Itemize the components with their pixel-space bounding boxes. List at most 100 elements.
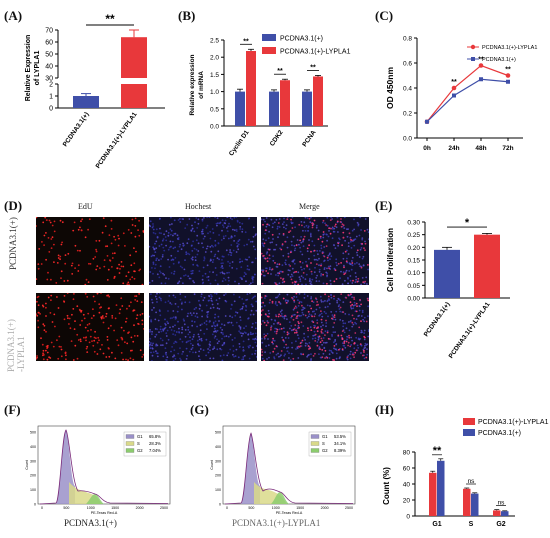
cell-nucleus [242,332,244,335]
cell-nucleus [325,319,327,322]
cell-nucleus [226,217,229,218]
cell-nucleus [308,268,311,271]
cell-nucleus [366,228,369,231]
cell-nucleus [156,355,159,358]
cell-nucleus [197,218,200,221]
cell-nucleus [191,227,194,230]
cell-nucleus [214,267,217,269]
cell-nucleus [230,254,232,256]
cell-nucleus [351,256,354,259]
cell-nucleus [311,337,314,340]
cell-nucleus [184,329,187,331]
x-tick-label: 1000 [272,506,280,510]
cell-nucleus [166,356,169,359]
cell-nucleus [343,217,346,219]
cell-nucleus [60,348,63,351]
bar [471,493,479,516]
significance-marker: * [465,217,470,229]
cell-nucleus [272,238,274,240]
cell-nucleus [90,329,92,331]
cell-nucleus [264,295,267,297]
cell-nucleus [277,295,280,297]
cell-nucleus [356,249,359,252]
cell-nucleus [349,263,352,266]
cell-nucleus [222,354,225,356]
cell-nucleus [201,218,204,221]
cell-nucleus [333,316,336,319]
cell-nucleus [342,257,345,260]
cell-nucleus [79,249,81,252]
cell-nucleus [351,296,353,299]
cell-nucleus [251,277,254,279]
cell-nucleus [122,282,125,285]
cell-nucleus [317,303,319,306]
cell-nucleus [162,355,165,358]
legend-swatch [310,441,320,446]
cell-nucleus [142,353,144,356]
cell-nucleus [313,271,316,274]
cell-nucleus [113,277,116,279]
bar [235,91,245,126]
cell-nucleus [179,347,181,349]
y-tick-label: 40 [403,482,411,489]
cell-nucleus [179,293,182,295]
cell-nucleus [174,340,177,343]
cell-nucleus [60,243,63,246]
cell-nucleus [238,296,241,298]
cell-nucleus [45,306,47,309]
cell-nucleus [350,306,352,309]
cell-nucleus [89,335,92,338]
cell-nucleus [167,300,170,302]
cell-nucleus [247,238,250,241]
cell-nucleus [232,345,235,347]
cell-nucleus [360,266,363,269]
x-tick-label: PCNA [301,129,317,148]
cell-nucleus [287,255,290,258]
cell-nucleus [120,265,123,268]
cell-nucleus [111,317,114,319]
y-tick-label: 0.0 [210,124,219,131]
cell-nucleus [350,240,352,243]
cell-nucleus [303,307,306,310]
cell-nucleus [278,263,281,266]
cell-nucleus [172,355,174,358]
cell-nucleus [289,276,292,278]
cell-nucleus [303,293,306,295]
cell-nucleus [288,357,290,359]
cell-nucleus [50,247,53,249]
cell-nucleus [192,312,195,314]
cell-nucleus [153,254,155,257]
cell-nucleus [154,232,157,235]
legend-swatch [125,441,135,446]
cell-nucleus [363,320,366,323]
cell-nucleus [82,313,85,316]
cell-nucleus [278,226,281,228]
cell-nucleus [333,297,335,300]
cell-nucleus [351,262,354,264]
cell-nucleus [191,250,194,252]
x-tick-label: 500 [63,506,69,510]
cell-nucleus [330,311,333,313]
cell-nucleus [215,293,218,295]
cell-nucleus [334,225,336,227]
cell-nucleus [209,307,212,310]
cell-nucleus [131,276,134,279]
cell-nucleus [211,228,214,230]
cell-nucleus [308,239,310,241]
cell-nucleus [242,358,245,361]
y-axis-label: of mRNA [198,71,205,99]
cell-nucleus [293,299,295,302]
panel-label-e: (E) [375,198,393,213]
cell-nucleus [83,317,86,320]
cell-nucleus [341,342,344,345]
cell-nucleus [238,282,240,285]
cell-nucleus [342,301,345,303]
cell-nucleus [93,339,96,342]
cell-nucleus [187,312,189,315]
cell-nucleus [159,325,162,328]
cell-nucleus [291,244,293,247]
cell-nucleus [233,293,235,296]
cell-nucleus [319,235,322,238]
cell-nucleus [249,313,252,316]
cell-nucleus [203,257,206,260]
